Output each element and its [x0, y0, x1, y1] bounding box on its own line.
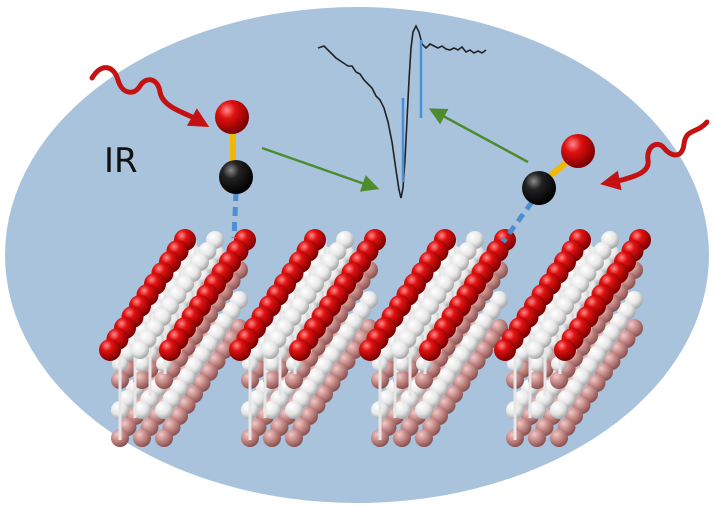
wavy-arrow-icon [600, 119, 710, 191]
co-molecule-icon [500, 134, 595, 244]
lattice-white-atom [134, 356, 150, 372]
lattice-pink-atom [550, 429, 568, 447]
lattice-white-atom [264, 356, 280, 372]
carbon-atom [219, 160, 253, 194]
lattice-white-atom [415, 401, 433, 419]
lattice-white-atom [394, 356, 410, 372]
ir-spectrum [317, 24, 487, 199]
surface-oxygen-atom [554, 339, 576, 361]
lattice-pink-atom [393, 371, 411, 389]
lattice-pink-atom [155, 371, 173, 389]
lattice-pink-atom [285, 371, 303, 389]
pointer-arrow-right [428, 108, 529, 164]
surface-oxygen-atom [494, 339, 516, 361]
lattice-white-atom [131, 341, 149, 359]
lattice-white-atom [133, 401, 151, 419]
surface-oxygen-atom [159, 339, 181, 361]
lattice-white-atom [263, 401, 281, 419]
wavy-arrow-icon [89, 65, 210, 127]
surface-oxygen-atom [99, 339, 121, 361]
oxide-lattice-slab [99, 229, 651, 447]
lattice-pink-atom [393, 429, 411, 447]
surface-oxygen-atom [229, 339, 251, 361]
pointer-arrow-left [261, 146, 380, 192]
lattice-pink-atom [285, 429, 303, 447]
adsorption-bond [500, 200, 535, 244]
spectrum-trace [317, 24, 487, 199]
carbon-atom [522, 171, 556, 205]
lattice-pink-atom [415, 429, 433, 447]
lattice-white-atom [550, 401, 568, 419]
lattice-pink-atom [263, 371, 281, 389]
oxygen-atom [215, 100, 249, 134]
lattice-white-atom [528, 401, 546, 419]
lattice-pink-atom [155, 429, 173, 447]
lattice-pink-atom [550, 371, 568, 389]
lattice-white-atom [391, 341, 409, 359]
ir-label: IR [104, 141, 138, 181]
lattice-pink-atom [415, 371, 433, 389]
lattice-pink-atom [133, 371, 151, 389]
surface-oxygen-atom [289, 339, 311, 361]
oxygen-atom [561, 134, 595, 168]
lattice-white-atom [155, 401, 173, 419]
lattice-pink-atom [528, 429, 546, 447]
lattice-white-atom [393, 401, 411, 419]
lattice-white-atom [526, 341, 544, 359]
lattice-white-atom [285, 401, 303, 419]
lattice-pink-atom [528, 371, 546, 389]
lattice-white-atom [261, 341, 279, 359]
lattice-pink-atom [133, 429, 151, 447]
adsorption-bond [231, 191, 239, 239]
lattice-white-atom [529, 356, 545, 372]
co-molecule-icon [215, 100, 253, 239]
surface-oxygen-atom [359, 339, 381, 361]
lattice-pink-atom [263, 429, 281, 447]
surface-oxygen-atom [419, 339, 441, 361]
